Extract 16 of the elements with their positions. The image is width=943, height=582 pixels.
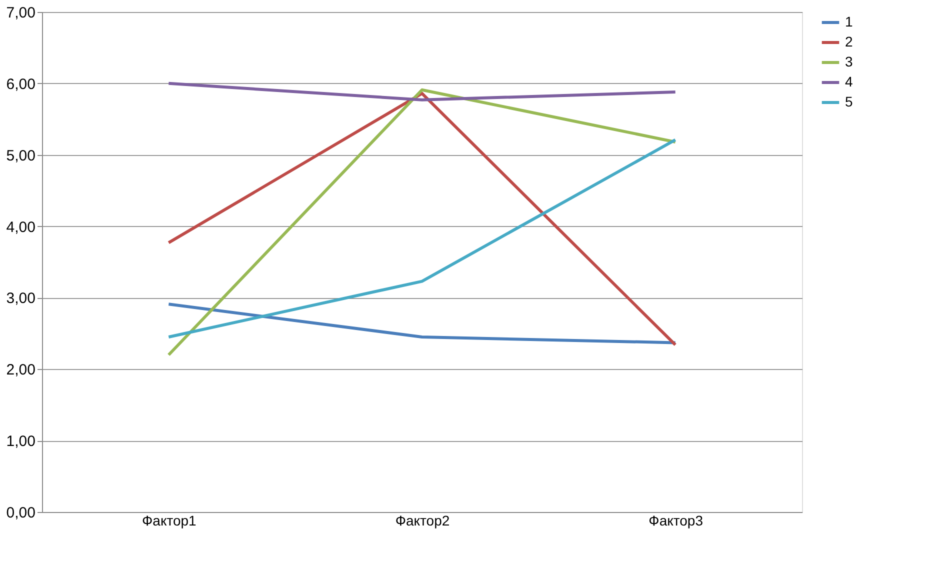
y-tick-label: 5,00 [6, 147, 36, 164]
x-tick-label: Фактор3 [648, 512, 704, 528]
y-tick-label: 0,00 [6, 504, 36, 522]
y-tick-label: 3,00 [6, 290, 36, 308]
legend-label: 4 [845, 74, 853, 90]
x-tick-label: Фактор1 [142, 512, 197, 528]
legend-label: 1 [845, 14, 853, 30]
y-tick-label: 6,00 [6, 76, 36, 93]
y-tick-label: 4,00 [6, 218, 36, 236]
legend-label: 5 [845, 94, 853, 110]
y-tick-label: 7,00 [6, 4, 36, 22]
x-tick-label: Фактор2 [395, 512, 450, 528]
legend-label: 2 [845, 34, 853, 50]
y-tick-label: 2,00 [6, 362, 36, 379]
y-tick-label: 1,00 [6, 433, 36, 450]
legend-label: 3 [845, 54, 853, 70]
